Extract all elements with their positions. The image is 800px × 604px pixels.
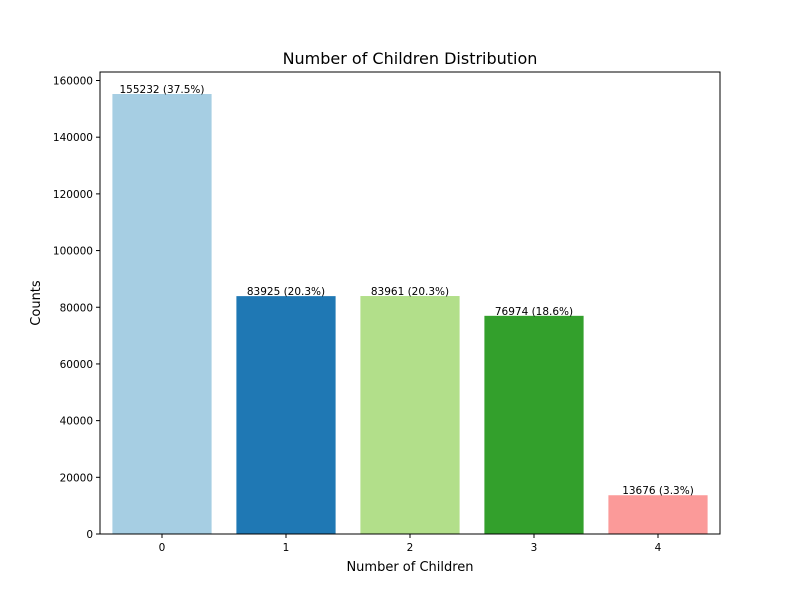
y-tick-label: 100000 (53, 246, 93, 258)
x-axis-label: Number of Children (346, 560, 473, 575)
bar-data-label: 155232 (37.5%) (120, 84, 205, 96)
bar-0 (112, 94, 212, 534)
x-tick-label: 4 (655, 542, 662, 554)
y-tick-label: 60000 (60, 359, 93, 371)
bar-2 (360, 296, 460, 534)
bar-data-label: 13676 (3.3%) (622, 485, 694, 497)
y-tick-label: 160000 (53, 76, 93, 88)
bar-3 (484, 315, 584, 534)
bar-series (112, 94, 708, 534)
x-tick-label: 2 (407, 542, 414, 554)
y-tick-label: 140000 (53, 132, 93, 144)
y-tick-label: 80000 (60, 302, 93, 314)
x-tick-label: 1 (283, 542, 290, 554)
x-tick-label: 3 (531, 542, 538, 554)
x-axis-ticks: 0 1 2 3 4 (159, 534, 662, 554)
bar-data-label: 76974 (18.6%) (495, 306, 573, 318)
bar-data-labels: 155232 (37.5%) 83925 (20.3%) 83961 (20.3%)… (120, 84, 694, 497)
y-axis-label: Counts (29, 280, 44, 326)
y-tick-label: 120000 (53, 189, 93, 201)
bar-1 (236, 296, 336, 534)
y-tick-label: 20000 (60, 472, 93, 484)
chart-title: Number of Children Distribution (283, 49, 538, 68)
y-axis-ticks: 0 20000 40000 60000 80000 100000 120000 140000 1… (53, 76, 100, 541)
y-tick-label: 40000 (60, 416, 93, 428)
y-tick-label: 0 (86, 529, 93, 541)
x-tick-label: 0 (159, 542, 166, 554)
bar-data-label: 83925 (20.3%) (247, 286, 325, 298)
plot-area-frame (99, 71, 721, 535)
bar-data-label: 83961 (20.3%) (371, 286, 449, 298)
bar-4 (608, 495, 708, 534)
